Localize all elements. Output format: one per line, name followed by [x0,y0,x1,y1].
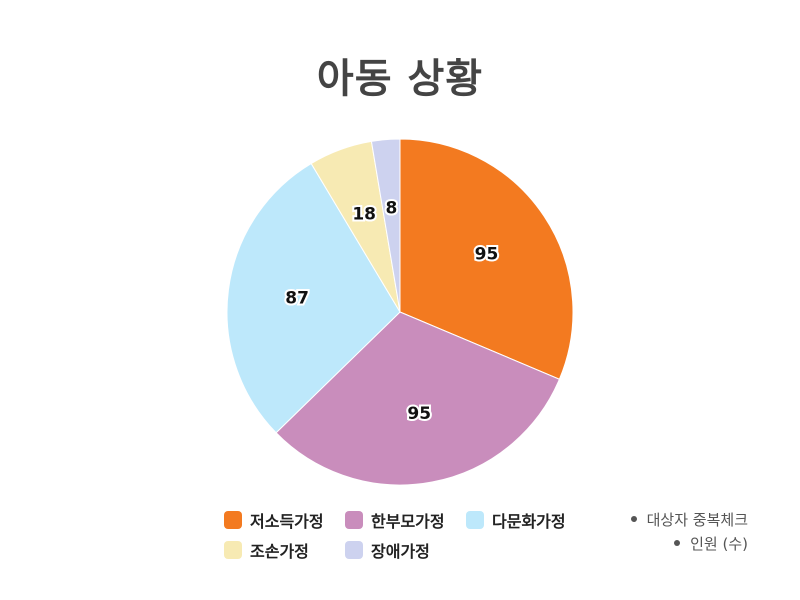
note-text: 대상자 중복체크 [646,511,748,529]
pie-labels: 95 95 87 18 8 [283,197,500,426]
pie-slices [226,138,574,486]
legend-swatch [345,541,363,559]
legend-item-grandparent: 조손가정 [224,538,309,562]
bullet-icon [674,539,681,546]
legend-label: 한부모가정 [371,512,445,531]
pie-slice-low-income [399,138,574,380]
note-text: 인원 (수) [690,535,748,553]
legend-label: 저소득가정 [250,512,324,531]
legend-label: 장애가정 [371,542,430,561]
note-line: 대상자 중복체크 [630,508,748,532]
pie-slice-multicultural [226,162,401,434]
legend-swatch [345,511,363,529]
data-label: 95 [407,404,431,424]
legend-swatch [224,541,242,559]
chart-notes: 대상자 중복체크 인원 (수) [630,508,748,556]
data-label: 95 [475,245,499,265]
data-label: 18 [352,205,376,225]
legend-item-disability: 장애가정 [345,538,430,562]
data-label: 87 [285,289,309,309]
chart-title: 아동 상황 [316,56,484,102]
legend-item-single-parent: 한부모가정 [345,508,445,532]
bullet-icon [630,515,637,522]
pie-slice-single-parent [275,311,561,486]
legend-swatch [224,511,242,529]
pie-slice-disability [370,138,401,313]
note-line: 인원 (수) [631,532,748,556]
legend-swatch [466,511,484,529]
legend-label: 조손가정 [250,542,309,561]
data-label: 8 [385,199,397,219]
legend-label: 다문화가정 [492,512,566,531]
legend-item-low-income: 저소득가정 [224,508,324,532]
legend-item-multicultural: 다문화가정 [466,508,566,532]
